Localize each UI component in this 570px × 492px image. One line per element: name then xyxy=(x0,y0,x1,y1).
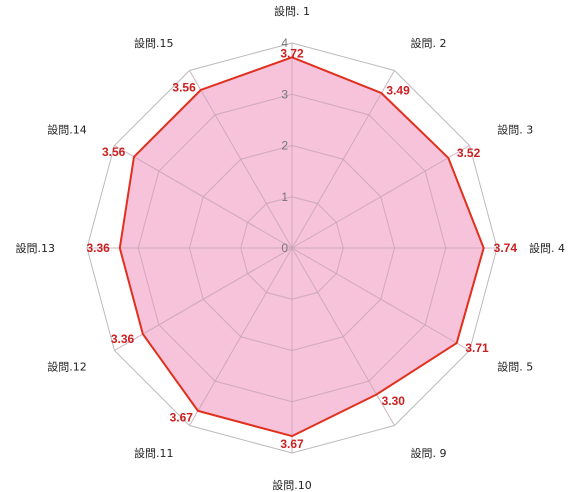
category-label: 設問. 4 xyxy=(529,241,565,255)
data-label: 3.71 xyxy=(465,341,489,355)
data-label: 3.72 xyxy=(280,46,304,60)
category-label: 設問.15 xyxy=(134,36,174,50)
spoke-11 xyxy=(114,145,293,249)
spoke-6 xyxy=(291,247,395,426)
data-label: 3.67 xyxy=(280,437,304,451)
category-label: 設問. 3 xyxy=(497,123,533,137)
data-label: 3.36 xyxy=(111,332,135,346)
data-label: 3.30 xyxy=(382,394,406,408)
spoke-8 xyxy=(189,247,293,426)
data-label: 3.74 xyxy=(494,241,518,255)
series-line xyxy=(118,56,485,438)
category-label: 設問.13 xyxy=(16,241,56,255)
spoke-3 xyxy=(291,145,470,249)
category-label: 設問. 9 xyxy=(411,446,447,460)
spoke-2 xyxy=(291,70,395,249)
category-label: 設問.11 xyxy=(134,446,174,460)
tick-label-2: 2 xyxy=(281,139,288,153)
data-label: 3.36 xyxy=(86,241,110,255)
spoke-5 xyxy=(291,247,470,351)
data-label: 3.52 xyxy=(457,146,481,160)
category-label: 設問. 5 xyxy=(497,360,533,374)
data-label: 3.49 xyxy=(386,83,410,97)
tick-label-0: 0 xyxy=(281,241,288,255)
data-label: 3.67 xyxy=(170,411,194,425)
category-label: 設問.10 xyxy=(272,478,312,492)
category-label: 設問.14 xyxy=(47,123,87,137)
series-area xyxy=(119,57,484,437)
category-label: 設問. 1 xyxy=(274,4,310,18)
data-label: 3.56 xyxy=(172,80,196,94)
category-label: 設問. 2 xyxy=(411,36,447,50)
tick-label-4: 4 xyxy=(281,36,288,50)
data-label: 3.56 xyxy=(102,145,126,159)
spoke-12 xyxy=(189,70,293,249)
tick-label-3: 3 xyxy=(281,87,288,101)
tick-label-1: 1 xyxy=(281,190,288,204)
spoke-9 xyxy=(114,247,293,351)
category-label: 設問.12 xyxy=(47,360,87,374)
